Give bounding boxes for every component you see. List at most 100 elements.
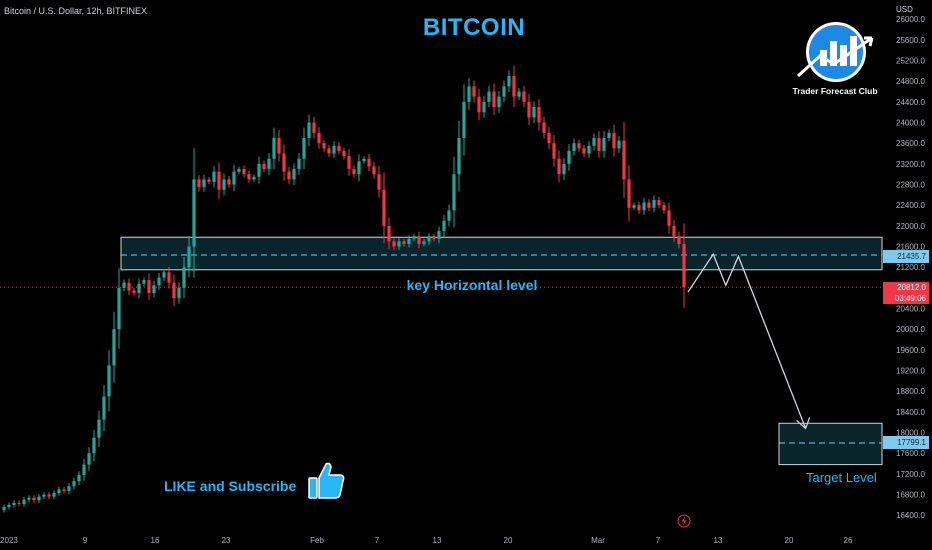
candle-body [132, 290, 136, 294]
candle-body [442, 220, 446, 232]
candle-body [142, 280, 146, 284]
like-subscribe-text[interactable]: LIKE and Subscribe [164, 478, 297, 494]
price-tick-label: 22800.0 [896, 181, 925, 190]
chart-title: BITCOIN [422, 14, 526, 41]
candle-body [302, 138, 306, 159]
level-price-badge: 21435.7 [883, 250, 929, 263]
price-tick-label: 18000.0 [896, 429, 925, 438]
candle-body [412, 236, 416, 239]
time-tick-label: Mar [591, 536, 605, 545]
candle-body [372, 166, 376, 175]
candle-body [242, 169, 246, 175]
candle-body [292, 169, 296, 180]
candle-body [2, 506, 6, 511]
candle-body [582, 148, 586, 154]
time-tick-label: 20 [504, 536, 513, 545]
time-tick-label: 16 [151, 536, 160, 545]
price-tick-label: 21200.0 [896, 263, 925, 272]
candle-body [32, 497, 36, 501]
candle-body [677, 236, 681, 244]
time-tick-label: 7 [656, 536, 661, 545]
price-tick-label: 22000.0 [896, 222, 925, 231]
thumbs-up-icon[interactable] [306, 460, 346, 502]
candle-body [332, 145, 336, 154]
price-tick-label: 19600.0 [896, 346, 925, 355]
candle-body [102, 396, 106, 420]
projection-line [687, 252, 807, 429]
symbol-label: Bitcoin / U.S. Dollar, 12h, BITFINEX [4, 6, 148, 16]
candle-body [432, 236, 436, 239]
price-axis: 26000.0 25600.0 25200.0 24800.0 24400.0 24000… [896, 15, 925, 520]
candle-body [517, 91, 521, 97]
candle-body [507, 76, 511, 87]
candle-body [402, 241, 406, 244]
candle-body [447, 210, 451, 221]
lightning-icon[interactable] [677, 514, 691, 528]
key-horizontal-zone[interactable] [120, 236, 883, 271]
price-tick-label: 24400.0 [896, 98, 925, 107]
candle-body [227, 179, 231, 185]
candle-body [12, 502, 16, 505]
target-level-label: Target Level [806, 470, 877, 485]
candle-body [422, 241, 426, 244]
currency-label: USD [896, 5, 913, 14]
candle-body [187, 246, 191, 268]
candle-body [137, 283, 141, 294]
candlestick-series [2, 65, 686, 513]
candle-body [592, 138, 596, 146]
candle-body [112, 329, 116, 366]
candle-body [87, 453, 91, 465]
candle-body [627, 179, 631, 208]
candle-body [322, 143, 326, 149]
candle-body [477, 96, 481, 113]
candle-body [77, 474, 81, 482]
candle-body [257, 163, 261, 177]
price-tick-label: 24800.0 [896, 77, 925, 86]
time-tick-label: 20 [785, 536, 794, 545]
price-tick-label: 18800.0 [896, 387, 925, 396]
candle-body [327, 148, 331, 154]
candle-body [657, 200, 661, 206]
target-zone[interactable] [778, 422, 883, 466]
candle-body [232, 171, 236, 185]
candle-body [72, 481, 76, 487]
candle-body [217, 171, 221, 190]
candle-body [437, 231, 441, 239]
candle-body [147, 280, 151, 294]
candle-body [532, 107, 536, 118]
candle-body [7, 504, 11, 507]
candle-body [67, 486, 71, 491]
candle-body [462, 101, 466, 139]
candle-body [222, 179, 226, 190]
candle-body [542, 122, 546, 133]
candle-body [287, 171, 291, 180]
candle-body [297, 158, 301, 170]
candle-body [562, 163, 566, 175]
candle-body [202, 179, 206, 188]
candle-body [167, 272, 171, 283]
price-tick-label: 20400.0 [896, 305, 925, 314]
candle-body [547, 132, 551, 144]
price-tick-label: 16800.0 [896, 491, 925, 500]
candle-body [527, 101, 531, 118]
price-tick-label: 23600.0 [896, 139, 925, 148]
price-tick-label: 17200.0 [896, 470, 925, 479]
candle-body [672, 225, 676, 237]
candle-body [272, 138, 276, 159]
candle-body [647, 202, 651, 208]
candle-body [652, 200, 656, 208]
projection-path [687, 252, 811, 430]
price-tick-label: 16400.0 [896, 511, 925, 520]
candle-body [157, 277, 161, 286]
time-tick-label: 9 [83, 536, 88, 545]
candle-body [182, 267, 186, 288]
candle-body [92, 437, 96, 454]
time-tick-label: 23 [222, 536, 231, 545]
candle-body [267, 158, 271, 170]
candle-body [192, 179, 196, 247]
candle-body [552, 143, 556, 159]
candle-body [347, 156, 351, 170]
candle-body [52, 493, 56, 497]
time-tick-label: 13 [433, 536, 442, 545]
